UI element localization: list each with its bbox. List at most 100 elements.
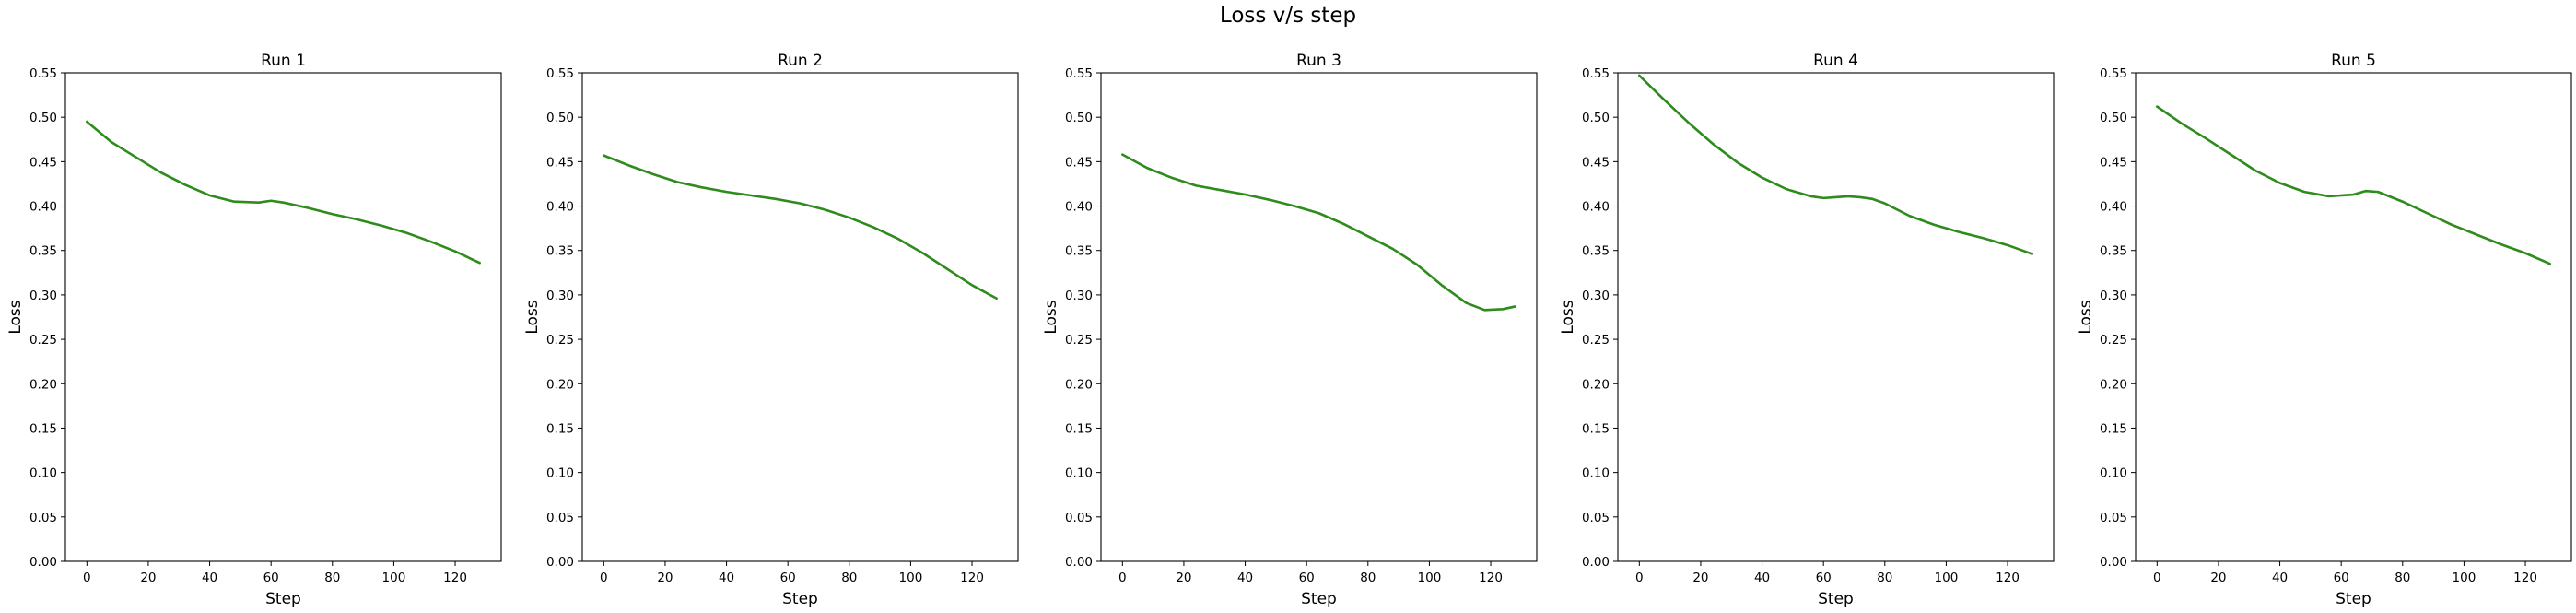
- subplot-4: Run 4 0.00 0.05 0.10 0.15 0.20 0.25 0.30 0.35 0.4…: [1559, 52, 2055, 608]
- y-tick-label: 0.25: [546, 333, 574, 348]
- subplot-3: Run 3 0.00 0.05 0.10 0.15 0.20 0.25 0.30 0.35 0.4…: [1042, 52, 1538, 608]
- x-tick-label: 0: [1118, 571, 1127, 585]
- y-tick-label: 0.00: [1582, 555, 1610, 570]
- subplot-title: Run 1: [261, 52, 306, 70]
- x-tick-label: 20: [140, 571, 156, 585]
- x-tick-label: 80: [841, 571, 857, 585]
- y-tick-label: 0.45: [546, 155, 574, 170]
- y-tick-label: 0.05: [29, 511, 57, 525]
- x-tick-label: 40: [1237, 571, 1253, 585]
- y-tick-label: 0.50: [1065, 111, 1093, 125]
- y-tick-label: 0.00: [1065, 555, 1093, 570]
- subplot-title: Run 3: [1296, 52, 1341, 70]
- x-tick-label: 80: [324, 571, 340, 585]
- subplot-title: Run 4: [1813, 52, 1858, 70]
- y-tick-label: 0.45: [2100, 155, 2127, 170]
- subplot-2: Run 2 0.00 0.05 0.10 0.15 0.20 0.25 0.30 0.35 0.4…: [523, 52, 1019, 608]
- y-tick-label: 0.20: [2100, 377, 2127, 392]
- y-axis-label: Loss: [1042, 300, 1060, 334]
- x-tick-label: 20: [1692, 571, 1708, 585]
- x-tick-label: 80: [1360, 571, 1376, 585]
- y-tick-label: 0.25: [29, 333, 57, 348]
- y-tick-label: 0.55: [1582, 66, 1610, 81]
- x-tick-label: 60: [263, 571, 279, 585]
- x-axis-label: Step: [782, 590, 818, 608]
- y-tick-label: 0.10: [1065, 466, 1093, 481]
- x-tick-label: 120: [960, 571, 984, 585]
- y-tick-label: 0.05: [2100, 511, 2127, 525]
- y-tick-label: 0.40: [29, 200, 57, 215]
- y-tick-label: 0.00: [546, 555, 574, 570]
- y-tick-label: 0.20: [546, 377, 574, 392]
- y-tick-label: 0.00: [2100, 555, 2127, 570]
- y-tick-label: 0.50: [2100, 111, 2127, 125]
- x-axis-label: Step: [265, 590, 301, 608]
- y-tick-label: 0.30: [1582, 289, 1610, 303]
- axes-frame: [581, 72, 1019, 562]
- x-tick-label: 120: [1996, 571, 2020, 585]
- y-tick-label: 0.30: [2100, 289, 2127, 303]
- y-tick-label: 0.50: [1582, 111, 1610, 125]
- y-tick-label: 0.30: [546, 289, 574, 303]
- y-tick-label: 0.35: [29, 244, 57, 259]
- x-tick-label: 20: [657, 571, 673, 585]
- loss-line: [2156, 105, 2551, 265]
- y-tick-label: 0.50: [29, 111, 57, 125]
- y-tick-label: 0.45: [1582, 155, 1610, 170]
- subplot-title: Run 5: [2331, 52, 2376, 70]
- x-tick-label: 100: [899, 571, 923, 585]
- x-tick-label: 100: [1935, 571, 1959, 585]
- y-tick-label: 0.35: [1065, 244, 1093, 259]
- y-tick-label: 0.40: [546, 200, 574, 215]
- y-tick-label: 0.35: [1582, 244, 1610, 259]
- x-tick-label: 0: [2153, 571, 2161, 585]
- figure-title: Loss v/s step: [1219, 4, 1357, 28]
- axes-frame: [1100, 72, 1538, 562]
- loss-line: [1638, 74, 2033, 255]
- y-tick-label: 0.15: [29, 421, 57, 436]
- loss-line: [603, 154, 998, 301]
- y-axis-label: Loss: [2077, 300, 2095, 334]
- y-tick-label: 0.30: [1065, 289, 1093, 303]
- x-tick-label: 20: [2210, 571, 2226, 585]
- y-tick-label: 0.30: [29, 289, 57, 303]
- y-tick-label: 0.00: [29, 555, 57, 570]
- y-tick-label: 0.10: [546, 466, 574, 481]
- y-axis-label: Loss: [523, 300, 542, 334]
- y-tick-label: 0.10: [2100, 466, 2127, 481]
- y-tick-label: 0.15: [1065, 421, 1093, 436]
- y-tick-label: 0.55: [29, 66, 57, 81]
- axes-frame: [1617, 72, 2055, 562]
- y-tick-label: 0.15: [1582, 421, 1610, 436]
- y-tick-label: 0.40: [1582, 200, 1610, 215]
- x-tick-label: 120: [2513, 571, 2537, 585]
- loss-line: [86, 120, 481, 265]
- y-tick-label: 0.05: [1065, 511, 1093, 525]
- x-axis-label: Step: [2336, 590, 2371, 608]
- y-tick-label: 0.05: [546, 511, 574, 525]
- y-axis-label: Loss: [6, 300, 25, 334]
- y-tick-label: 0.55: [546, 66, 574, 81]
- y-tick-label: 0.25: [1065, 333, 1093, 348]
- y-tick-label: 0.40: [2100, 200, 2127, 215]
- y-tick-label: 0.05: [1582, 511, 1610, 525]
- subplot-1: Run 1 0.00 0.05 0.10 0.15 0.20 0.25 0.30 0.35 0.4…: [6, 52, 502, 608]
- x-tick-label: 40: [719, 571, 734, 585]
- y-tick-label: 0.15: [546, 421, 574, 436]
- y-tick-label: 0.50: [546, 111, 574, 125]
- loss-line: [1121, 153, 1516, 312]
- x-tick-label: 40: [2272, 571, 2288, 585]
- x-axis-label: Step: [1818, 590, 1854, 608]
- y-tick-label: 0.25: [2100, 333, 2127, 348]
- y-tick-label: 0.35: [2100, 244, 2127, 259]
- x-tick-label: 100: [2453, 571, 2476, 585]
- y-tick-label: 0.45: [1065, 155, 1093, 170]
- x-tick-label: 0: [600, 571, 608, 585]
- y-tick-label: 0.45: [29, 155, 57, 170]
- x-tick-label: 80: [1877, 571, 1892, 585]
- y-tick-label: 0.15: [2100, 421, 2127, 436]
- x-tick-label: 20: [1176, 571, 1191, 585]
- subplot-5: Run 5 0.00 0.05 0.10 0.15 0.20 0.25 0.30 0.35 0.4…: [2077, 52, 2572, 608]
- y-tick-label: 0.55: [2100, 66, 2127, 81]
